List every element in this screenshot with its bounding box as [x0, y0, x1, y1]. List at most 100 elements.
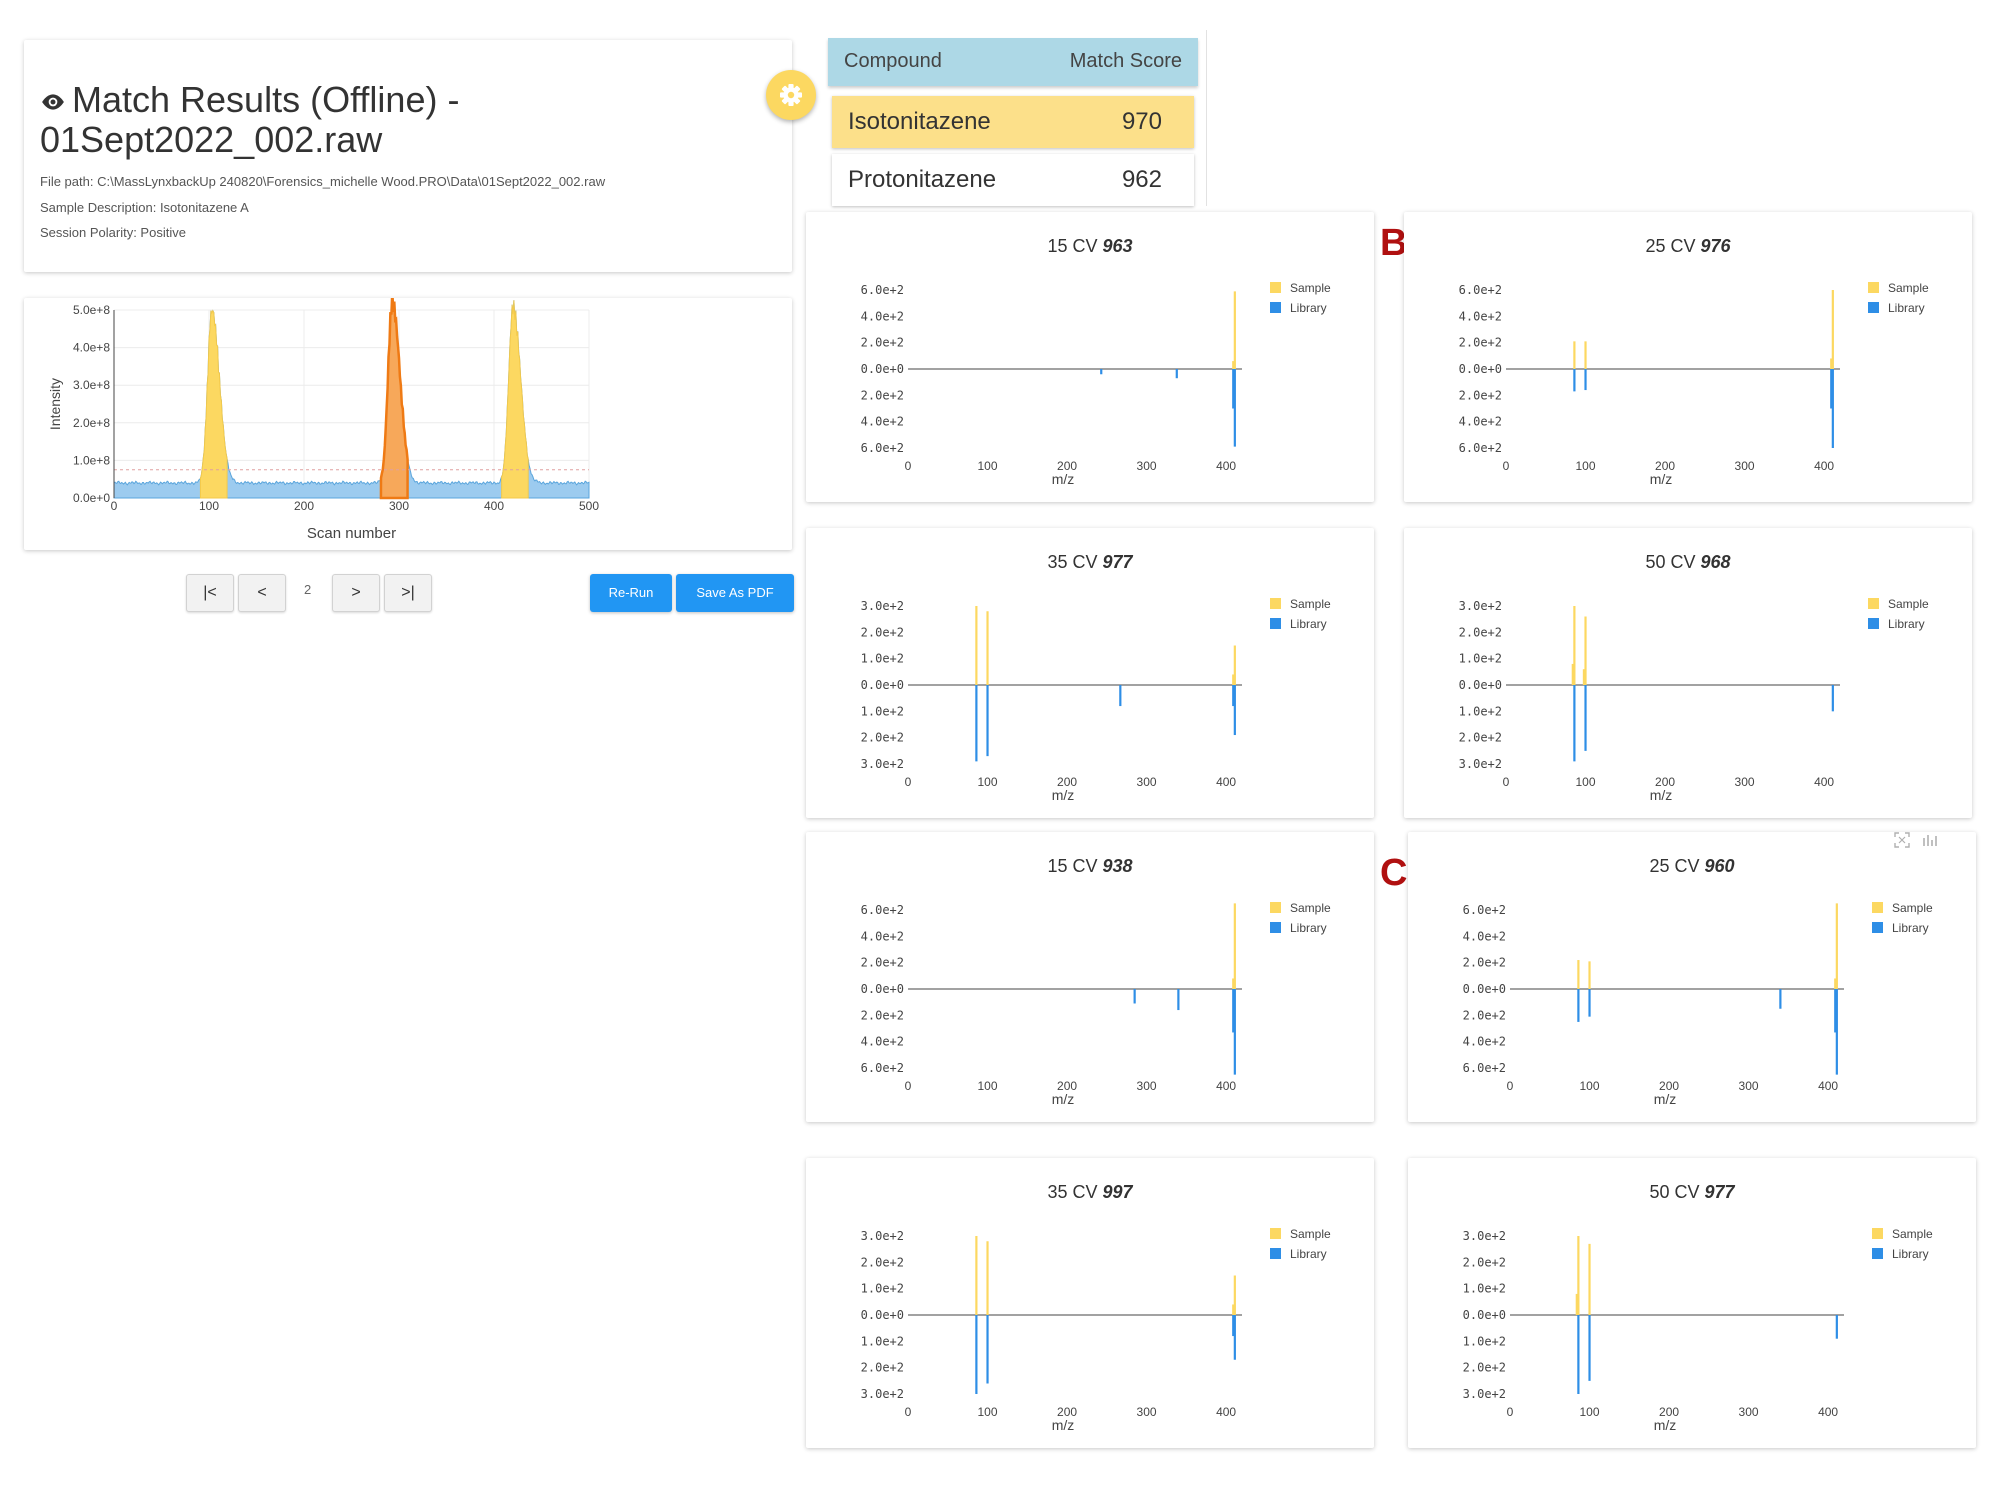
spectrum-plot[interactable]: 6.0e+2 4.0e+2 2.0e+2 0.0e+0 2.0e+2 4.0e+2 6.0e… — [1404, 212, 1972, 502]
y-tick-label: 6.0e+2 — [861, 441, 904, 455]
spectrum-title: 35 CV 977 — [1047, 552, 1133, 572]
x-tick-label: 200 — [1659, 1079, 1679, 1093]
y-tick-label: 3.0e+2 — [861, 1387, 904, 1401]
y-tick-label: 2.0e+2 — [861, 731, 904, 745]
x-tick-label: 100 — [1580, 1079, 1600, 1093]
spectrum-plot[interactable]: 3.0e+2 2.0e+2 1.0e+2 0.0e+0 1.0e+2 2.0e+2 3.0e… — [806, 1158, 1374, 1448]
x-axis-label: m/z — [1650, 471, 1673, 487]
prev-page-button[interactable]: < — [238, 574, 286, 612]
y-tick-label: 3.0e+2 — [861, 757, 904, 771]
x-tick-label: 100 — [1576, 775, 1596, 789]
legend-sample-label: Sample — [1888, 281, 1929, 295]
y-tick-label: 3.0e+2 — [861, 599, 904, 613]
table-row-isotonitazene[interactable]: Isotonitazene 970 — [832, 96, 1194, 148]
x-tick-label: 400 — [1814, 459, 1834, 473]
y-tick-label: 2.0e+2 — [861, 956, 904, 970]
last-page-button[interactable]: >| — [384, 574, 432, 612]
x-tick-label: 200 — [1057, 1405, 1077, 1419]
match-score: 970 — [1121, 108, 1162, 135]
chromatogram-chart[interactable]: 0 100 200 300 400 500 0.0e+0 1.0e+8 2.0e+8 3.0e+8… — [24, 291, 792, 550]
legend-sample-swatch — [1872, 902, 1883, 913]
spectrum-score: 976 — [1700, 236, 1731, 256]
legend-library-label: Library — [1290, 617, 1327, 631]
legend-library-swatch — [1868, 618, 1879, 629]
y-tick-label: 1.0e+8 — [73, 453, 110, 467]
legend-sample-label: Sample — [1290, 1227, 1331, 1241]
spectrum-score: 938 — [1102, 856, 1133, 876]
spectrum-score: 977 — [1102, 552, 1133, 572]
next-page-button[interactable]: > — [332, 574, 380, 612]
peak-window-3 — [501, 300, 529, 499]
y-tick-label: 6.0e+2 — [1459, 283, 1502, 297]
legend-library-label: Library — [1888, 301, 1925, 315]
spectrum-plot[interactable]: 6.0e+2 4.0e+2 2.0e+2 0.0e+0 2.0e+2 4.0e+2 6.0e… — [806, 832, 1374, 1122]
y-tick-label: 1.0e+2 — [861, 704, 904, 718]
table-header: Compound Match Score — [828, 38, 1198, 86]
page-title: Match Results (Offline) - 01Sept2022_002… — [40, 80, 760, 160]
legend-sample-swatch — [1270, 902, 1281, 913]
y-tick-label: 0.0e+0 — [1459, 678, 1502, 692]
spectrum-title: 15 CV 963 — [1047, 236, 1133, 256]
spectrum-plot[interactable]: 6.0e+2 4.0e+2 2.0e+2 0.0e+0 2.0e+2 4.0e+2 6.0e… — [1408, 832, 1976, 1122]
y-tick-label: 4.0e+2 — [861, 1035, 904, 1049]
save-pdf-button[interactable]: Save As PDF — [676, 574, 794, 612]
x-tick-label: 100 — [1580, 1405, 1600, 1419]
y-tick-label: 2.0e+2 — [1459, 388, 1502, 402]
spectrum-title: 15 CV 938 — [1047, 856, 1133, 876]
x-tick-label: 300 — [1137, 459, 1157, 473]
spectrum-score: 977 — [1704, 1182, 1735, 1202]
spectrum-plot[interactable]: 3.0e+2 2.0e+2 1.0e+2 0.0e+0 1.0e+2 2.0e+2 3.0e… — [806, 528, 1374, 818]
x-tick-label: 300 — [1735, 459, 1755, 473]
y-tick-label: 2.0e+2 — [1459, 731, 1502, 745]
legend-library-swatch — [1270, 302, 1281, 313]
legend-sample-label: Sample — [1892, 1227, 1933, 1241]
y-tick-label: 4.0e+2 — [1463, 929, 1506, 943]
column-header-compound[interactable]: Compound — [844, 50, 942, 72]
y-tick-label: 2.0e+2 — [1463, 1008, 1506, 1022]
legend-sample-label: Sample — [1290, 597, 1331, 611]
panel-label-c: C — [1380, 852, 1408, 894]
y-tick-label: 4.0e+2 — [861, 415, 904, 429]
x-tick-label: 0 — [905, 1405, 912, 1419]
legend-sample-swatch — [1270, 598, 1281, 609]
y-tick-label: 0.0e+0 — [1459, 362, 1502, 376]
x-axis-label: m/z — [1654, 1091, 1677, 1107]
panel-label-b: B — [1380, 222, 1408, 264]
spectrum-plot[interactable]: 6.0e+2 4.0e+2 2.0e+2 0.0e+0 2.0e+2 4.0e+2 6.0e… — [806, 212, 1374, 502]
gear-icon — [780, 84, 802, 106]
eye-icon[interactable] — [40, 89, 66, 115]
spectrum-card-b-35cv: 35 CV 977 3.0e+2 2.0e+2 1.0e+2 0.0e+0 1.0e+2… — [806, 528, 1374, 818]
legend-library-label: Library — [1888, 617, 1925, 631]
x-tick-label: 300 — [1739, 1405, 1759, 1419]
y-tick-label: 2.0e+2 — [1459, 625, 1502, 639]
legend-library-swatch — [1872, 1248, 1883, 1259]
legend-library-swatch — [1872, 922, 1883, 933]
legend-library-swatch — [1270, 922, 1281, 933]
column-header-match-score[interactable]: Match Score — [1069, 50, 1182, 72]
plotly-logo-icon[interactable] — [1922, 832, 1938, 848]
x-tick-label: 0 — [1507, 1079, 1514, 1093]
x-axis-label: m/z — [1052, 787, 1075, 803]
settings-button[interactable] — [766, 70, 816, 120]
spectrum-plot[interactable]: 3.0e+2 2.0e+2 1.0e+2 0.0e+0 1.0e+2 2.0e+2 3.0e… — [1408, 1158, 1976, 1448]
y-tick-label: 4.0e+2 — [861, 309, 904, 323]
legend-library-swatch — [1270, 618, 1281, 629]
x-tick-label: 500 — [579, 499, 599, 513]
autoscale-icon[interactable] — [1894, 832, 1910, 848]
spectrum-plot[interactable]: 3.0e+2 2.0e+2 1.0e+2 0.0e+0 1.0e+2 2.0e+2 3.0e… — [1404, 528, 1972, 818]
y-tick-label: 3.0e+8 — [73, 378, 110, 392]
x-tick-label: 0 — [905, 1079, 912, 1093]
sample-description-text: Sample Description: Isotonitazene A — [40, 200, 249, 215]
legend-library-label: Library — [1892, 921, 1929, 935]
x-axis-label: m/z — [1052, 1091, 1075, 1107]
y-tick-label: 6.0e+2 — [1463, 903, 1506, 917]
y-tick-label: 1.0e+2 — [1463, 1334, 1506, 1348]
page-title-text: Match Results (Offline) - 01Sept2022_002… — [40, 79, 460, 160]
y-tick-label: 6.0e+2 — [1459, 441, 1502, 455]
spectrum-title: 25 CV 976 — [1645, 236, 1731, 256]
rerun-button[interactable]: Re-Run — [590, 574, 672, 612]
first-page-button[interactable]: |< — [186, 574, 234, 612]
peak-window-1 — [199, 309, 228, 499]
table-row-protonitazene[interactable]: Protonitazene 962 — [832, 154, 1194, 206]
match-score: 962 — [1121, 166, 1162, 193]
